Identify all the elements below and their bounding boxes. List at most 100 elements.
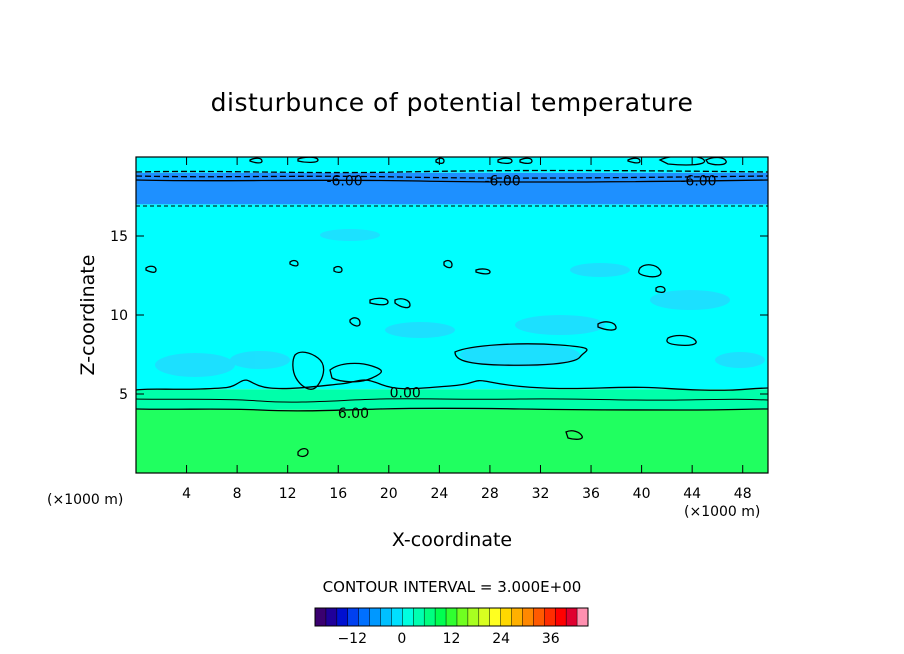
colorbar-segment xyxy=(533,608,545,626)
colorbar-segment xyxy=(315,608,327,626)
x-tick-label: 32 xyxy=(532,486,550,502)
colorbar-segment xyxy=(369,608,381,626)
y-tick-label: 15 xyxy=(110,229,128,245)
colorbar-segment xyxy=(336,608,349,626)
contour-label: -6.00 xyxy=(680,174,716,190)
contour-line-six xyxy=(136,407,768,412)
colorbar-segment xyxy=(424,608,436,626)
y-axis-label: Z-coordinate xyxy=(77,255,99,376)
colorbar-segment xyxy=(500,608,512,626)
temperature-layer xyxy=(136,157,768,173)
y-tick-label: 10 xyxy=(110,308,128,324)
contour-lines xyxy=(136,157,768,458)
x-tick-label: 8 xyxy=(233,486,242,502)
y-tick-label: 5 xyxy=(119,387,128,403)
colorbar-segment xyxy=(325,608,338,626)
contour-line-upper-solid xyxy=(136,179,768,183)
contour-blob xyxy=(658,157,706,166)
colorbar-tick-label: 24 xyxy=(492,631,510,647)
colorbar-frame xyxy=(314,607,589,627)
contour-blob xyxy=(705,157,727,166)
x-tick-label: 16 xyxy=(329,486,347,502)
contour-label: 6.00 xyxy=(338,406,369,422)
colorbar-segment xyxy=(467,608,480,626)
contour-blob xyxy=(597,321,617,331)
colorbar-segment xyxy=(544,608,556,626)
colorbar-tick-label: 0 xyxy=(397,631,406,647)
colorbar-segment xyxy=(446,608,458,626)
colorbar-segment xyxy=(435,608,447,626)
colorbar-segment xyxy=(413,608,425,626)
temperature-layer xyxy=(136,409,768,473)
colorbar-segment xyxy=(478,608,491,626)
colorbar-segment xyxy=(347,608,359,626)
chart-title: disturbunce of potential temperature xyxy=(211,88,694,117)
x-axis-unit-left: (×1000 m) xyxy=(47,492,123,508)
contour-blob xyxy=(666,334,697,346)
shading-patch xyxy=(650,290,730,310)
x-tick-label: 20 xyxy=(380,486,398,502)
contour-blob xyxy=(443,259,453,269)
temperature-layers xyxy=(136,157,768,473)
colorbar-segment xyxy=(489,608,501,626)
x-tick-label: 24 xyxy=(430,486,448,502)
colorbar xyxy=(314,607,589,627)
contour-label: -6.00 xyxy=(326,174,362,190)
shading-patch xyxy=(570,263,630,277)
colorbar-segment xyxy=(358,608,370,626)
colorbar-tick-label: 36 xyxy=(542,631,560,647)
contour-labels: -6.00 -6.00 -6.00 0.00 6.00 xyxy=(326,174,716,422)
colorbar-segment xyxy=(522,608,534,626)
y-axis-ticks: 5 10 15 xyxy=(110,229,768,403)
shading-patches xyxy=(155,229,765,377)
contour-label: 0.00 xyxy=(390,385,421,401)
shading-patch xyxy=(320,229,380,241)
contour-blob xyxy=(289,259,299,267)
x-tick-label: 48 xyxy=(734,486,752,502)
contour-blob xyxy=(249,157,263,164)
contour-blob xyxy=(519,157,533,165)
contour-blob xyxy=(497,157,513,165)
shading-patch xyxy=(460,343,580,367)
colorbar-segment xyxy=(566,608,578,626)
shading-patch xyxy=(155,353,235,377)
x-axis-ticks: 4 8 12 16 20 24 28 32 36 40 44 48 xyxy=(182,157,752,502)
contour-blob xyxy=(329,362,383,383)
contour-line-three xyxy=(136,398,768,403)
colorbar-segment xyxy=(380,608,392,626)
colorbar-tick-label: 12 xyxy=(443,631,461,647)
contour-blob xyxy=(655,285,666,294)
colorbar-segment xyxy=(456,608,469,626)
colorbar-ticks: −12 0 12 24 36 xyxy=(337,631,559,647)
x-tick-label: 44 xyxy=(683,486,701,502)
contour-line-zero xyxy=(136,379,768,391)
colorbar-segment xyxy=(577,608,589,626)
contour-blob xyxy=(475,268,491,275)
x-tick-label: 12 xyxy=(279,486,297,502)
shading-patch xyxy=(230,351,290,369)
x-tick-label: 4 xyxy=(182,486,191,502)
shading-patch xyxy=(515,315,605,335)
contour-blob xyxy=(292,351,325,390)
shading-patch xyxy=(385,322,455,338)
contour-line-upper-dashed xyxy=(136,175,768,179)
contour-blob xyxy=(297,447,309,458)
colorbar-segment xyxy=(555,608,567,626)
contour-blob xyxy=(638,264,662,278)
contour-blob xyxy=(627,157,641,164)
x-tick-label: 36 xyxy=(582,486,600,502)
colorbar-segment xyxy=(391,608,403,626)
plot-area: -6.00 -6.00 -6.00 0.00 6.00 xyxy=(136,157,768,473)
colorbar-segment xyxy=(402,608,414,626)
contour-blob xyxy=(369,297,389,306)
contour-blob xyxy=(565,430,583,440)
x-axis-unit-right: (×1000 m) xyxy=(684,504,760,520)
x-tick-label: 40 xyxy=(633,486,651,502)
colorbar-tick-label: −12 xyxy=(337,631,367,647)
contour-blob xyxy=(454,343,588,366)
contour-label: -6.00 xyxy=(484,174,520,190)
contour-blob xyxy=(349,317,361,327)
contour-line-upper-dashed xyxy=(136,169,768,174)
contour-blob xyxy=(333,265,343,274)
